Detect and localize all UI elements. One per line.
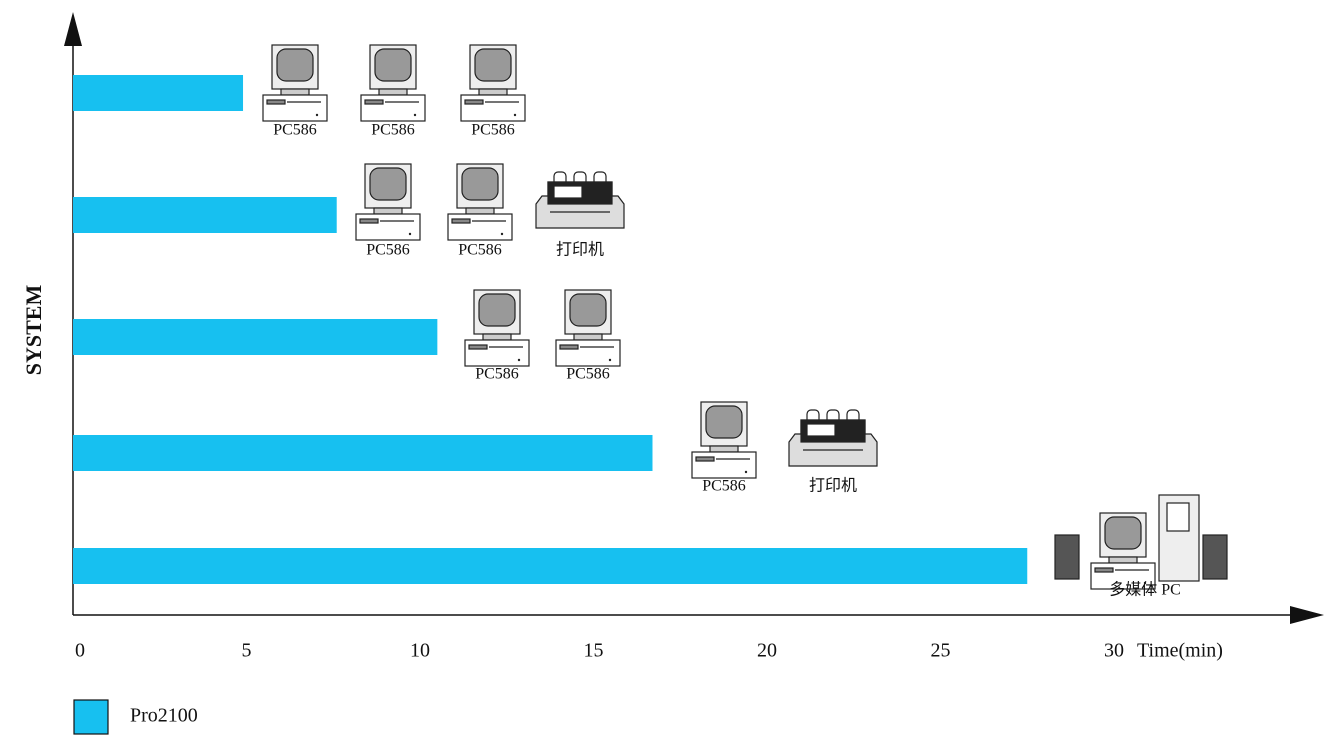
printer-icon (788, 409, 878, 467)
device-label: PC586 (475, 366, 519, 383)
device-label: PC586 (458, 242, 502, 259)
drive (559, 344, 579, 350)
pc-icon (555, 289, 621, 367)
base (1090, 562, 1156, 590)
speaker (1054, 534, 1080, 580)
pc-icon (464, 289, 530, 367)
bar (73, 197, 337, 233)
stand (373, 207, 403, 215)
screen (369, 167, 407, 201)
device-label: 多媒体 PC (1109, 581, 1181, 599)
led (1143, 581, 1147, 585)
led (517, 358, 521, 362)
device-label: 打印机 (809, 477, 857, 495)
device-label: 打印机 (556, 241, 604, 259)
screen (1104, 516, 1142, 550)
legend-swatch (73, 699, 109, 735)
stand (573, 333, 603, 341)
pc-icon (355, 163, 421, 241)
base (262, 94, 328, 122)
led (513, 113, 517, 117)
x-axis-label: Time(min) (1137, 640, 1223, 662)
pc-icon (691, 401, 757, 479)
drive (266, 99, 286, 105)
screen (461, 167, 499, 201)
stand (482, 333, 512, 341)
stand (280, 88, 310, 96)
drive (464, 99, 484, 105)
stand (1108, 556, 1138, 564)
y-axis-label: SYSTEM (21, 285, 46, 376)
paper2 (553, 185, 583, 199)
device-label: PC586 (366, 242, 410, 259)
screen (276, 48, 314, 82)
pc-icon (460, 44, 526, 122)
pc-icon (447, 163, 513, 241)
base (464, 339, 530, 367)
drive (359, 218, 379, 224)
led (500, 232, 504, 236)
multimedia-icon (1054, 494, 1228, 582)
speaker (1202, 534, 1228, 580)
device-label: PC586 (471, 122, 515, 139)
drive (364, 99, 384, 105)
base (460, 94, 526, 122)
bar (73, 75, 244, 111)
stand (709, 445, 739, 453)
drive (1094, 567, 1114, 573)
device-label: PC586 (371, 122, 415, 139)
base (691, 451, 757, 479)
pc-icon (1090, 512, 1156, 590)
bar (73, 548, 1028, 584)
x-tick-label: 0 (75, 640, 85, 662)
screen (478, 293, 516, 327)
x-tick-label: 20 (757, 640, 777, 662)
y-axis-arrow (64, 12, 82, 46)
led (408, 232, 412, 236)
led (608, 358, 612, 362)
led (315, 113, 319, 117)
device-label: PC586 (702, 478, 746, 495)
x-tick-label: 15 (584, 640, 604, 662)
x-axis-arrow (1290, 606, 1324, 624)
base (360, 94, 426, 122)
x-tick-label: 5 (242, 640, 252, 662)
x-tick-label: 10 (410, 640, 430, 662)
screen (374, 48, 412, 82)
stand (465, 207, 495, 215)
printer-icon (535, 171, 625, 229)
pc-icon (262, 44, 328, 122)
base (355, 213, 421, 241)
screen (705, 405, 743, 439)
stand (478, 88, 508, 96)
led (744, 470, 748, 474)
paper2 (806, 423, 836, 437)
drive (468, 344, 488, 350)
x-tick-label: 25 (931, 640, 951, 662)
bar (73, 435, 653, 471)
screen (569, 293, 607, 327)
stand (378, 88, 408, 96)
legend-label: Pro2100 (130, 705, 198, 727)
screen (474, 48, 512, 82)
led (413, 113, 417, 117)
device-label: PC586 (566, 366, 610, 383)
x-tick-label: 30 (1104, 640, 1124, 662)
bar (73, 319, 438, 355)
drive (695, 456, 715, 462)
base (447, 213, 513, 241)
base (555, 339, 621, 367)
device-label: PC586 (273, 122, 317, 139)
tower-bay (1166, 502, 1190, 532)
drive (451, 218, 471, 224)
pc-icon (360, 44, 426, 122)
